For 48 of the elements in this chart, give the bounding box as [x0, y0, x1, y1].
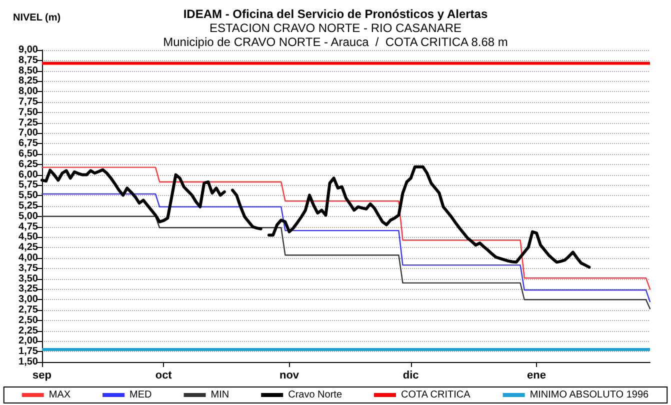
y-tick-label: 2,75: [18, 304, 38, 316]
line-series: [41, 193, 651, 302]
legend-label: MINIMO ABSOLUTO 1996: [530, 390, 650, 400]
legend-label: COTA CRITICA: [401, 390, 471, 400]
y-tick-label: 8,75: [18, 54, 38, 66]
legend-label: MED: [130, 390, 152, 400]
y-tick-label: 9,00: [18, 44, 38, 56]
y-tick-label: 7,25: [18, 117, 38, 128]
y-tick-label: 8,50: [18, 65, 38, 76]
y-tick-label: 2,00: [18, 336, 38, 347]
y-tick-label: 4,50: [18, 232, 38, 243]
y-tick-label: 1,50: [18, 356, 38, 368]
x-tick-label: dic: [402, 370, 419, 382]
legend-label: MAX: [48, 390, 71, 400]
y-tick-label: 7,00: [18, 128, 38, 139]
y-tick-label: 7,50: [18, 106, 38, 118]
y-axis-title: NIVEL (m): [13, 12, 61, 24]
y-tick-label: 4,25: [18, 242, 38, 254]
y-tick-label: 8,25: [18, 76, 38, 87]
line-series: [41, 166, 651, 290]
y-tick-label: 5,25: [18, 200, 38, 212]
y-tick-label: 7,75: [18, 96, 38, 108]
line-series: [41, 216, 651, 310]
y-tick-label: 2,50: [18, 314, 38, 326]
y-tick-label: 4,75: [18, 221, 38, 232]
y-tick-label: 6,00: [18, 169, 38, 180]
y-tick-label: 6,25: [18, 158, 38, 170]
y-tick-label: 3,25: [18, 284, 38, 295]
chart-subtitle: ESTACION CRAVO NORTE - RIO CASANARE Municipio de CRAVO NORTE - Arauca / COTA CRITICA 8.68 m: [163, 21, 508, 49]
legend-label: Cravo Norte: [288, 390, 342, 400]
y-tick-label: 5,50: [18, 190, 38, 202]
chart-title: IDEAM - Oficina del Servicio de Pronósticos y Alertas: [183, 7, 488, 21]
y-tick-label: 4,00: [18, 252, 38, 264]
legend-label: MIN: [210, 390, 230, 400]
y-tick-label: 2,25: [18, 325, 38, 336]
y-tick-label: 3,75: [18, 262, 38, 274]
y-tick-label: 8,00: [18, 86, 38, 98]
y-tick-label: 5,00: [18, 210, 38, 222]
y-tick-label: 3,00: [18, 294, 38, 306]
x-tick-label: sep: [32, 370, 52, 382]
x-tick-label: oct: [155, 370, 172, 382]
y-tick-label: 6,50: [18, 148, 38, 160]
x-tick-label: nov: [279, 370, 300, 382]
y-tick-label: 3,50: [18, 273, 38, 284]
y-tick-label: 6,75: [18, 138, 38, 150]
y-tick-label: 1,75: [18, 346, 38, 358]
x-tick-label: ene: [527, 370, 546, 382]
y-tick-label: 5,75: [18, 180, 38, 191]
